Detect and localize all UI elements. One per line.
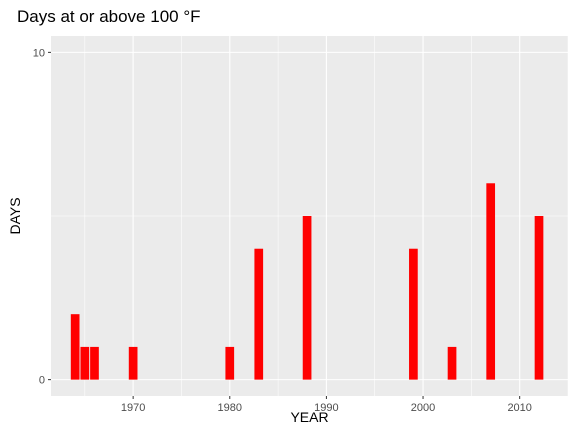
bar-1970 — [128, 346, 138, 380]
y-axis: 0 10 — [33, 47, 51, 387]
bar-1965 — [80, 346, 90, 380]
bar-2012 — [534, 216, 544, 380]
x-tick-label: 1990 — [314, 402, 338, 414]
x-axis: 1970 1980 1990 2000 2010 — [121, 396, 532, 414]
y-tick-label: 0 — [39, 375, 45, 387]
bar-1988 — [302, 216, 312, 380]
bar-1966 — [90, 346, 99, 380]
chart-title: Days at or above 100 °F — [17, 7, 201, 26]
bar-1999 — [409, 248, 418, 380]
x-tick-label: 2010 — [507, 402, 531, 414]
bar-2007 — [486, 183, 496, 380]
x-tick-label: 1970 — [121, 402, 145, 414]
major-gridlines — [51, 36, 568, 396]
y-axis-title: DAYS — [7, 197, 23, 234]
bars — [70, 183, 544, 380]
y-tick-label: 10 — [33, 47, 45, 59]
bar-1983 — [254, 248, 264, 380]
x-tick-label: 1980 — [218, 402, 242, 414]
bar-1964 — [70, 314, 80, 380]
x-axis-title: YEAR — [290, 409, 328, 425]
bar-1980 — [225, 346, 235, 380]
x-tick-label: 2000 — [411, 402, 435, 414]
bar-2003 — [447, 346, 457, 380]
